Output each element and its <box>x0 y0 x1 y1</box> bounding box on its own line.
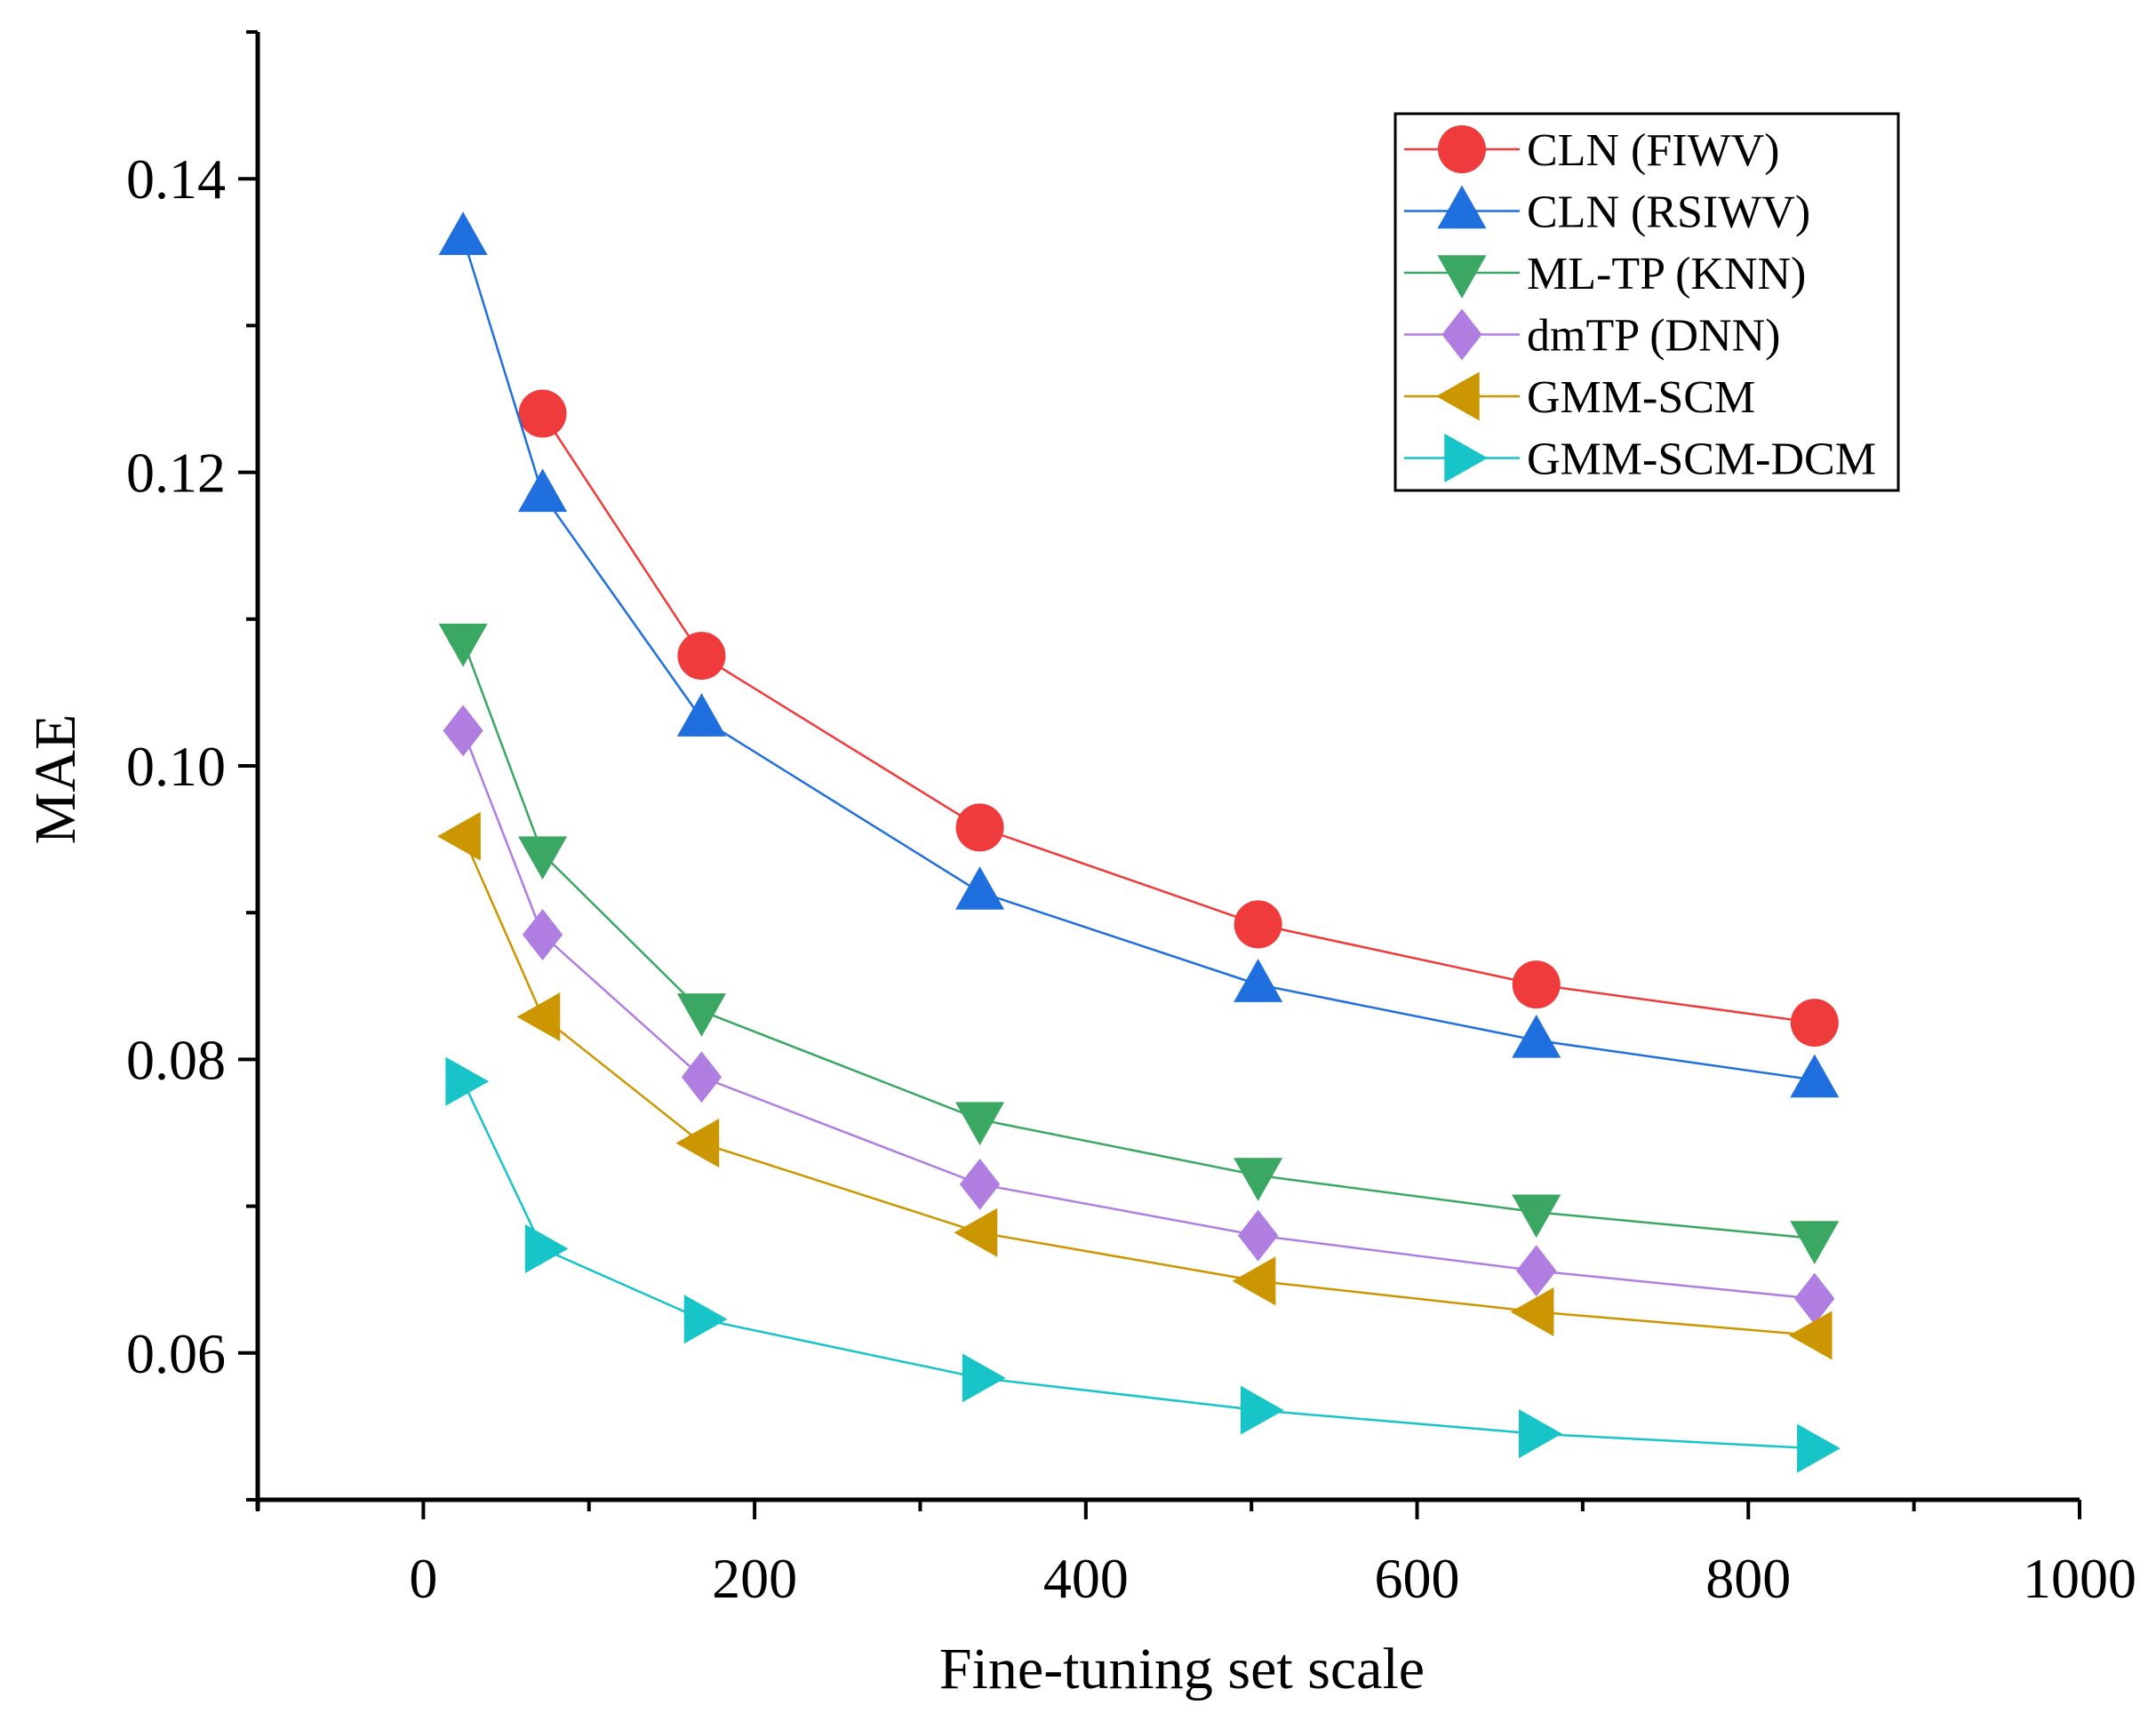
x-tick-label: 200 <box>712 1547 797 1610</box>
data-point-dmtp-dnn <box>1238 1209 1279 1262</box>
plot-area <box>437 211 1841 1473</box>
series-line-ml-tp-knn <box>461 641 1815 1240</box>
y-tick-label: 0.14 <box>126 147 226 211</box>
data-point-cln-rsiwv <box>438 211 488 255</box>
x-tick-label: 1000 <box>2023 1547 2136 1610</box>
legend-box <box>1393 112 1900 492</box>
legend-label: ML-TP (KNN) <box>1527 249 1806 299</box>
x-tick-label: 0 <box>409 1547 437 1610</box>
data-point-cln-rsiwv <box>1234 959 1283 1002</box>
legend-marker-gmm-scm-dcm <box>1444 433 1488 483</box>
data-point-ml-tp-knn <box>438 623 488 667</box>
data-point-gmm-scm-dcm <box>445 1056 490 1106</box>
legend: CLN (FIWV) CLN (RSIWV) ML-TP (KNN) dmTP (DN… <box>1393 112 1900 492</box>
data-point-cln-fiwv <box>1234 900 1282 949</box>
data-point-cln-rsiwv <box>954 866 1005 910</box>
data-point-ml-tp-knn <box>954 1102 1005 1146</box>
data-point-dmtp-dnn <box>443 705 483 757</box>
series-line-cln-fiwv <box>541 412 1815 1024</box>
legend-entry-gmm-scm: GMM-SCM <box>1404 371 1755 423</box>
data-point-dmtp-dnn <box>681 1051 723 1104</box>
y-axis-title: MAE <box>23 714 88 845</box>
axes: 0.06 0.08 0.10 0.12 0.14 0 200 400 600 800 1000 <box>126 30 2136 1610</box>
x-tick-label: 600 <box>1375 1547 1460 1610</box>
data-point-gmm-scm-dcm <box>1240 1385 1284 1435</box>
data-point-gmm-scm-dcm <box>683 1295 728 1344</box>
data-point-gmm-scm-dcm <box>962 1353 1006 1403</box>
legend-marker-gmm-scm <box>1436 371 1480 421</box>
data-point-gmm-scm <box>675 1119 720 1168</box>
x-tick-label: 800 <box>1705 1547 1791 1610</box>
legend-label: GMM-SCM-DCM <box>1527 434 1876 485</box>
y-tick-label: 0.06 <box>126 1322 226 1385</box>
legend-entry-dmtp-dnn: dmTP (DNN) <box>1404 308 1781 362</box>
data-point-gmm-scm-dcm <box>1519 1409 1562 1459</box>
series-cln-rsiwv <box>438 211 1840 1098</box>
data-point-cln-fiwv <box>677 632 726 681</box>
series-dmtp-dnn <box>443 705 1835 1325</box>
data-point-cln-rsiwv <box>1790 1054 1840 1098</box>
data-point-dmtp-dnn <box>1516 1245 1557 1297</box>
legend-entry-cln-rsiwv: CLN (RSIWV) <box>1404 185 1810 238</box>
series-line-dmtp-dnn <box>461 729 1815 1300</box>
data-point-cln-fiwv <box>955 803 1004 852</box>
data-point-dmtp-dnn <box>1794 1272 1835 1325</box>
y-tick-label: 0.08 <box>126 1028 226 1091</box>
legend-entry-gmm-scm-dcm: GMM-SCM-DCM <box>1404 433 1876 485</box>
data-point-gmm-scm <box>437 811 481 861</box>
data-point-ml-tp-knn <box>1512 1194 1561 1239</box>
legend-marker-dmtp-dnn <box>1441 308 1482 361</box>
data-point-cln-rsiwv <box>1512 1014 1561 1058</box>
data-point-ml-tp-knn <box>676 993 727 1037</box>
series-line-gmm-scm-dcm <box>461 1080 1815 1450</box>
data-point-gmm-scm <box>1510 1287 1554 1337</box>
series-gmm-scm <box>437 811 1833 1360</box>
data-point-cln-rsiwv <box>676 693 727 737</box>
legend-label: GMM-SCM <box>1527 372 1755 423</box>
legend-marker-cln-rsiwv <box>1437 185 1487 229</box>
series-cln-fiwv <box>518 389 1839 1048</box>
data-point-gmm-scm <box>516 992 561 1042</box>
legend-label: CLN (FIWV) <box>1527 125 1780 176</box>
data-point-gmm-scm-dcm <box>1797 1423 1841 1473</box>
data-point-cln-fiwv <box>518 389 567 438</box>
series-gmm-scm-dcm <box>445 1056 1841 1473</box>
data-point-cln-fiwv <box>1512 960 1561 1009</box>
data-point-ml-tp-knn <box>1790 1221 1840 1264</box>
legend-entry-ml-tp-knn: ML-TP (KNN) <box>1404 249 1806 299</box>
legend-entry-cln-fiwv: CLN (FIWV) <box>1404 125 1780 176</box>
data-point-dmtp-dnn <box>522 908 563 960</box>
legend-marker-ml-tp-knn <box>1437 255 1487 299</box>
series-line-gmm-scm <box>461 835 1815 1337</box>
data-point-ml-tp-knn <box>517 836 568 880</box>
y-tick-label: 0.10 <box>126 735 226 798</box>
data-point-gmm-scm <box>1232 1256 1276 1306</box>
data-point-cln-fiwv <box>1790 999 1839 1048</box>
data-point-gmm-scm <box>1788 1311 1833 1360</box>
y-tick-label: 0.12 <box>126 442 226 505</box>
data-point-cln-rsiwv <box>517 468 568 513</box>
data-point-dmtp-dnn <box>959 1158 1001 1210</box>
x-tick-label: 400 <box>1043 1547 1129 1610</box>
data-point-gmm-scm <box>954 1207 998 1257</box>
series-ml-tp-knn <box>438 623 1840 1264</box>
data-point-gmm-scm-dcm <box>524 1223 569 1274</box>
legend-marker-cln-fiwv <box>1438 125 1486 173</box>
legend-label: dmTP (DNN) <box>1527 311 1781 362</box>
x-axis-title: Fine-tuning set scale <box>939 1637 1425 1701</box>
legend-label: CLN (RSIWV) <box>1527 187 1810 238</box>
data-point-ml-tp-knn <box>1234 1158 1283 1201</box>
